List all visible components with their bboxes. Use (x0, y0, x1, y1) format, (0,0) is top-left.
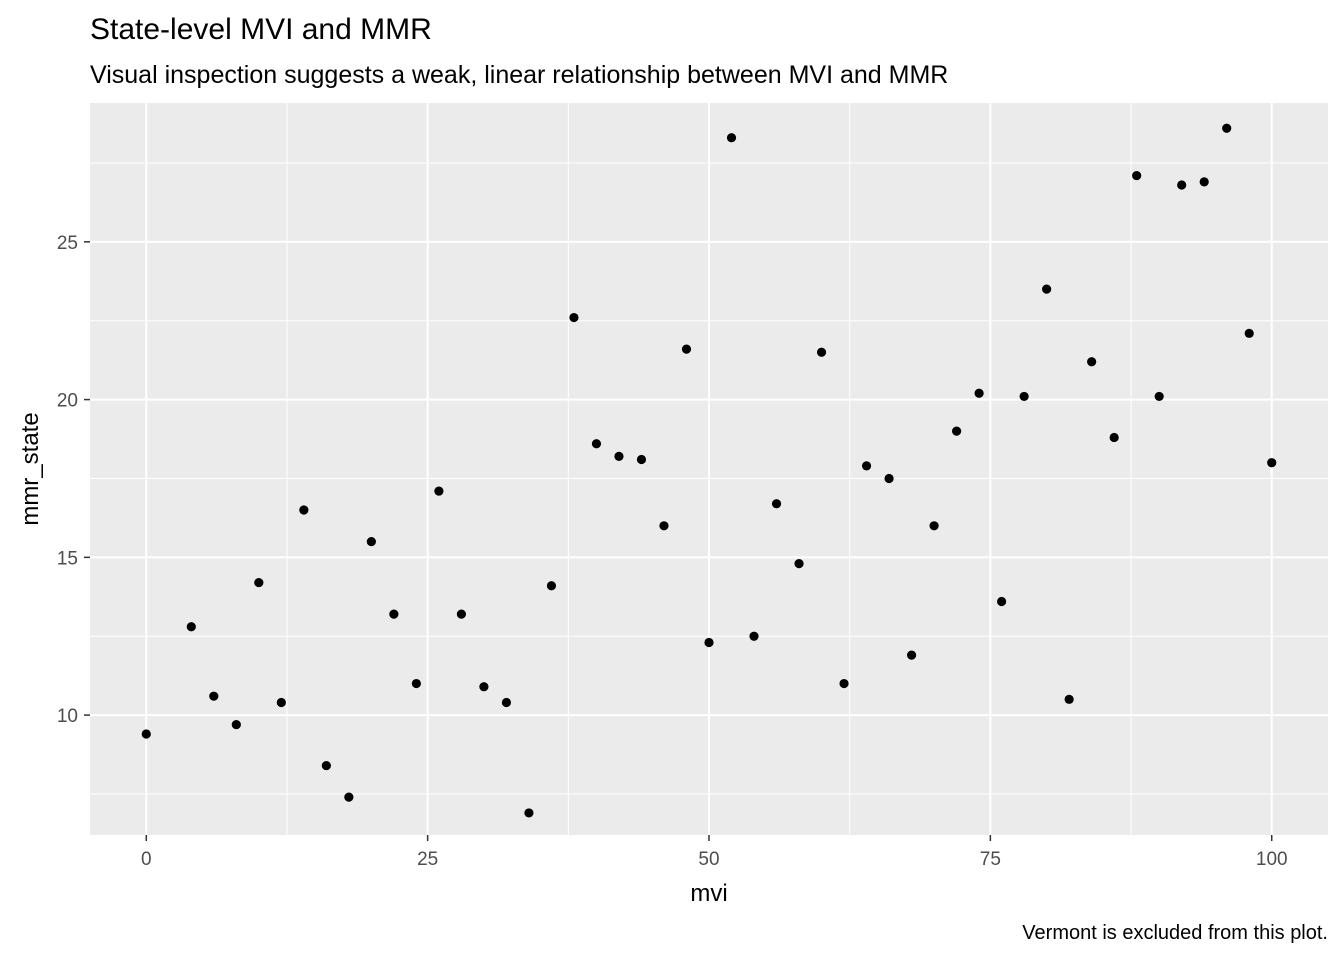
data-point (344, 792, 354, 802)
data-point (276, 697, 286, 708)
data-point (1064, 694, 1074, 704)
data-point (479, 682, 489, 692)
data-point (209, 691, 219, 701)
data-point (1244, 328, 1254, 338)
x-tick-label: 50 (698, 849, 719, 870)
data-point (1132, 170, 1142, 181)
data-point (434, 486, 444, 496)
data-point (411, 678, 421, 689)
data-point (569, 312, 579, 323)
data-point (1019, 391, 1029, 402)
data-point (1177, 180, 1187, 190)
y-tick-label: 10 (57, 706, 78, 727)
data-point (997, 596, 1007, 607)
y-tick-label: 25 (57, 233, 78, 254)
data-point (794, 559, 804, 569)
chart-caption: Vermont is excluded from this plot. (1022, 922, 1328, 944)
data-point (614, 451, 624, 461)
data-point (681, 344, 692, 354)
chart-subtitle: Visual inspection suggests a weak, linea… (90, 61, 949, 89)
data-point (524, 808, 534, 818)
data-point (1042, 284, 1052, 294)
data-point (704, 637, 714, 648)
data-point (816, 347, 827, 357)
data-point (906, 650, 917, 660)
data-point (749, 631, 759, 641)
x-axis-title: mvi (690, 880, 727, 907)
data-point (231, 719, 241, 730)
data-points (141, 123, 1277, 818)
x-tick-label: 75 (980, 849, 1001, 870)
y-axis-ticks: 10 15 20 25 (57, 233, 90, 727)
data-point (726, 133, 737, 143)
data-point (141, 729, 151, 739)
chart-title: State-level MVI and MMR (90, 13, 432, 46)
y-axis-title: mmr_state (17, 412, 44, 525)
x-tick-label: 0 (141, 849, 152, 870)
data-point (389, 609, 399, 619)
data-point (974, 388, 984, 398)
data-point (1222, 123, 1232, 133)
data-point (771, 499, 782, 509)
data-point (884, 473, 894, 484)
y-tick-label: 20 (57, 391, 78, 412)
major-gridlines (90, 103, 1328, 835)
data-point (929, 521, 939, 531)
data-point (299, 505, 309, 515)
x-axis-ticks: 0 25 50 75 100 (141, 835, 1288, 870)
data-point (254, 577, 264, 588)
data-point (861, 461, 872, 471)
data-point (636, 454, 647, 465)
data-point (1267, 458, 1277, 468)
data-point (456, 609, 466, 619)
data-point (659, 521, 669, 531)
data-point (591, 439, 602, 449)
data-point (366, 536, 376, 547)
data-point (839, 678, 849, 689)
data-point (1109, 432, 1119, 443)
data-point (186, 622, 196, 632)
x-tick-label: 25 (417, 849, 438, 870)
data-point (1087, 357, 1097, 367)
y-tick-label: 15 (57, 548, 78, 569)
data-point (1154, 391, 1164, 402)
data-point (321, 760, 331, 771)
data-point (501, 697, 512, 708)
data-point (546, 581, 557, 591)
data-point (1199, 177, 1209, 187)
data-point (952, 426, 962, 436)
x-tick-label: 100 (1256, 849, 1288, 870)
